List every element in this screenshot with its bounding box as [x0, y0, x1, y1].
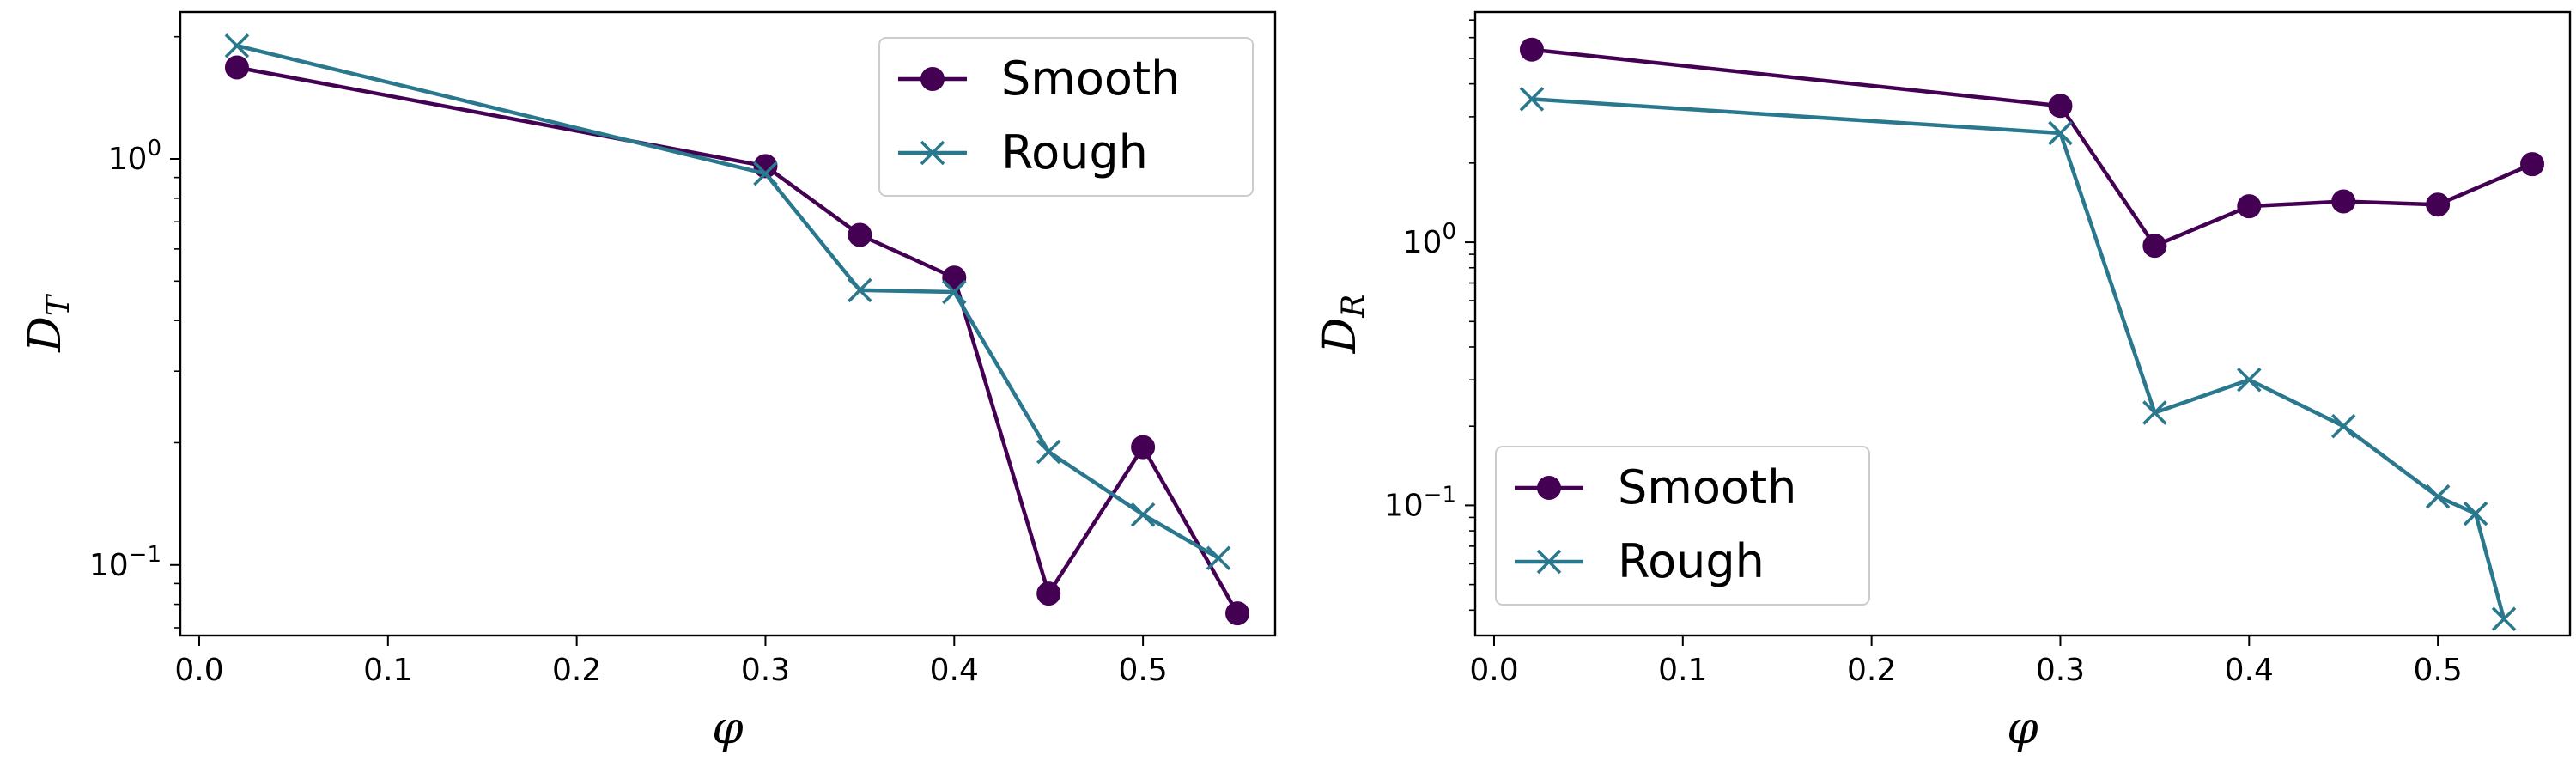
- data-point-smooth: [2142, 234, 2167, 259]
- y-tick-label: 100: [1403, 219, 1456, 260]
- data-point-smooth: [224, 55, 249, 80]
- x-axis-label: φ: [2007, 703, 2038, 754]
- data-point-rough: [2491, 606, 2517, 631]
- x-tick-label: 0.0: [1469, 653, 1518, 688]
- legend-label-smooth: Smooth: [1618, 460, 1796, 514]
- data-point-rough: [753, 161, 778, 186]
- data-point-rough-stroke-b: [848, 277, 872, 303]
- series-line-smooth: [1531, 47, 2533, 248]
- data-point-rough-stroke-b: [2048, 120, 2073, 146]
- x-tick-label: 0.1: [1658, 653, 1707, 688]
- data-point-smooth: [2237, 194, 2262, 219]
- legend-marker-smooth: [1537, 476, 1561, 500]
- plot-frame: [1473, 10, 2572, 637]
- x-tick-label: 0.2: [552, 653, 601, 688]
- data-point-rough-stroke-b: [2463, 501, 2488, 526]
- data-point-rough: [848, 277, 872, 303]
- x-axis-label: φ: [712, 703, 744, 754]
- series-line-rough: [1531, 97, 2506, 620]
- chart-panel-1: 0.0 0.1 0.2 0.3 0.4 0.5 10−1 100 φ DT Smooth Rough: [20, 10, 1277, 754]
- legend-label-smooth: Smooth: [1001, 52, 1180, 106]
- data-point-smooth: [2426, 192, 2451, 217]
- x-tick-label: 0.2: [1847, 653, 1896, 688]
- plot-frame: [179, 10, 1277, 637]
- data-point-rough: [942, 279, 967, 305]
- data-point-smooth: [2048, 94, 2073, 119]
- data-point-rough: [1519, 87, 1545, 112]
- x-tick-label: 0.5: [1118, 653, 1167, 688]
- data-point-rough: [2048, 120, 2073, 146]
- data-point-rough: [2330, 413, 2356, 439]
- x-tick-label: 0.5: [2413, 653, 2462, 688]
- legend-marker-smooth: [920, 67, 945, 91]
- data-point-rough-stroke-b: [2237, 367, 2262, 393]
- data-point-rough: [2463, 501, 2488, 526]
- legend-label-rough: Rough: [1618, 534, 1765, 588]
- data-point-rough-stroke-b: [753, 161, 778, 186]
- data-point-rough: [2142, 400, 2167, 425]
- legend-box: [1495, 446, 1870, 606]
- data-point-rough: [224, 33, 250, 58]
- data-point-rough-stroke-b: [1206, 545, 1231, 570]
- data-point-rough-stroke-b: [2491, 606, 2517, 631]
- data-point-rough-stroke-b: [942, 279, 967, 305]
- data-point-rough-stroke-b: [1036, 439, 1061, 465]
- data-point-smooth: [1036, 581, 1061, 606]
- data-point-smooth: [942, 265, 967, 290]
- data-point-rough: [1130, 502, 1156, 527]
- y-axis-label: DR: [1315, 295, 1371, 355]
- x-tick-label: 0.4: [2225, 653, 2274, 688]
- y-tick-label: 10−1: [1384, 482, 1456, 523]
- legend-box: [878, 37, 1254, 197]
- x-tick-label: 0.3: [2036, 653, 2085, 688]
- y-tick-label: 100: [108, 136, 161, 177]
- legend-marker-rough: [1536, 549, 1562, 575]
- data-point-smooth: [2331, 189, 2356, 214]
- data-point-rough: [2425, 484, 2451, 509]
- data-point-smooth: [1519, 37, 1544, 62]
- data-point-rough-stroke-b: [1519, 87, 1545, 112]
- y-axis-label: DT: [20, 293, 76, 353]
- chart-panel-2: 0.0 0.1 0.2 0.3 0.4 0.5 10−1 100 φ DR Smooth Rough: [1315, 10, 2572, 754]
- x-tick-label: 0.0: [174, 653, 223, 688]
- data-point-rough-stroke-b: [2142, 400, 2167, 425]
- x-tick-label: 0.3: [741, 653, 790, 688]
- data-point-smooth: [848, 222, 872, 247]
- data-point-rough-stroke-b: [2330, 413, 2356, 439]
- data-point-rough-stroke-b: [1130, 502, 1156, 527]
- data-point-smooth: [1131, 435, 1156, 460]
- y-tick-label: 10−1: [89, 542, 161, 583]
- data-point-rough: [2237, 367, 2262, 393]
- x-tick-label: 0.1: [363, 653, 412, 688]
- data-point-rough: [1206, 545, 1231, 570]
- x-tick-label: 0.4: [930, 653, 979, 688]
- legend-label-rough: Rough: [1001, 125, 1148, 180]
- legend-marker-rough-stroke-b: [1536, 549, 1562, 575]
- data-point-smooth: [1225, 601, 1250, 626]
- data-point-rough: [1036, 439, 1061, 465]
- legend-marker-rough-stroke-b: [920, 140, 945, 166]
- data-point-smooth: [2520, 152, 2545, 177]
- legend-marker-rough: [920, 140, 945, 166]
- data-point-rough-stroke-b: [224, 33, 250, 58]
- data-point-rough-stroke-b: [2425, 484, 2451, 509]
